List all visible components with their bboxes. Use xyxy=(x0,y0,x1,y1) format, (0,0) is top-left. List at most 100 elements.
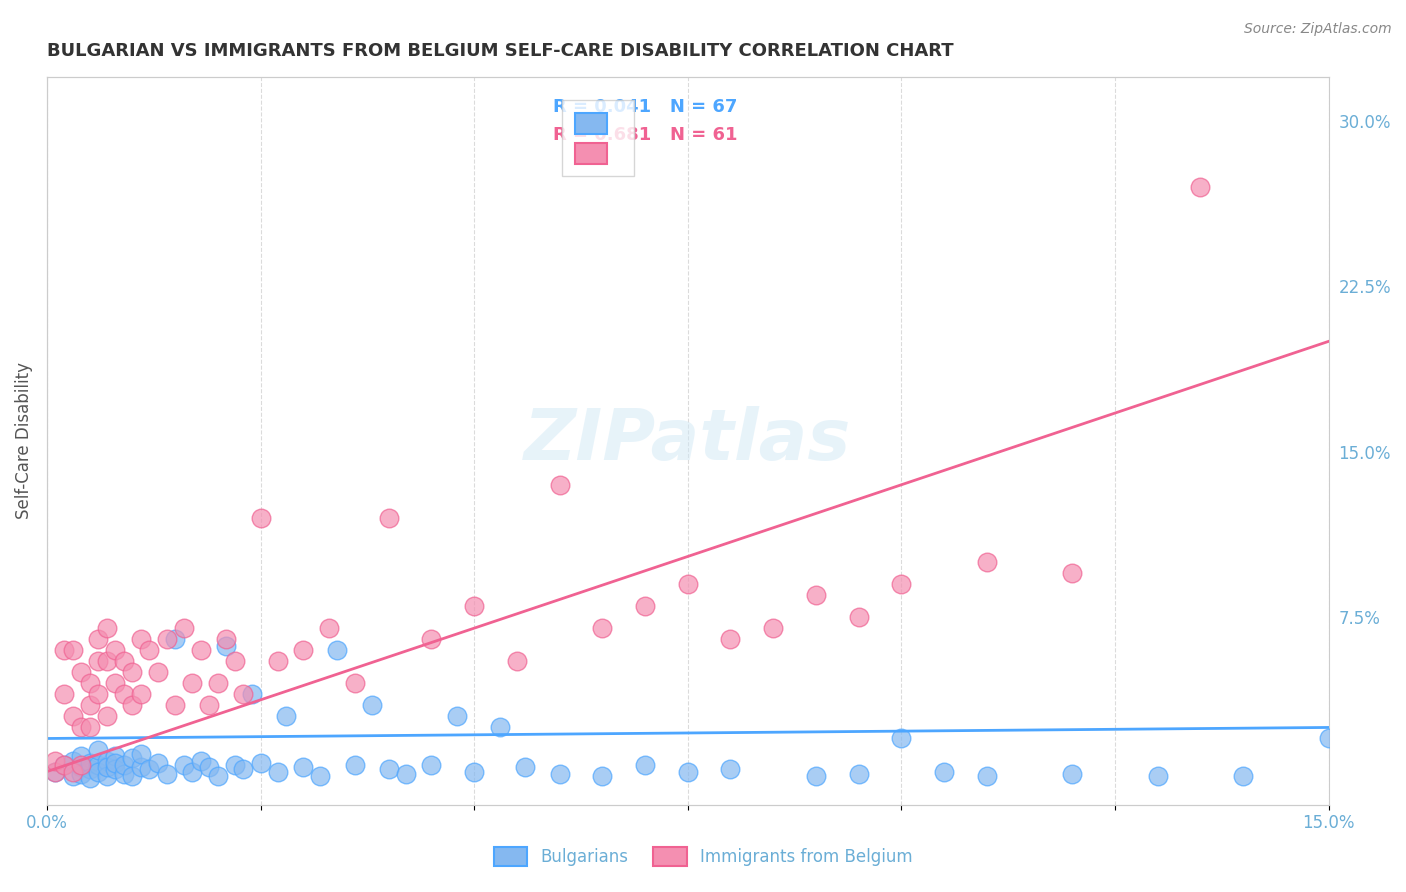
Point xyxy=(155,632,177,647)
Point xyxy=(309,769,332,783)
Point xyxy=(70,760,93,774)
Point xyxy=(266,654,288,668)
Point xyxy=(890,731,912,746)
Point xyxy=(292,643,315,657)
Text: R = 0.681   N = 61: R = 0.681 N = 61 xyxy=(553,126,738,144)
Point xyxy=(104,756,127,770)
Point xyxy=(62,764,84,779)
Point xyxy=(266,764,288,779)
Point xyxy=(70,721,93,735)
Point xyxy=(62,709,84,723)
Point xyxy=(224,758,246,772)
Point xyxy=(198,698,221,713)
Point xyxy=(232,687,254,701)
Point xyxy=(377,511,399,525)
Point xyxy=(506,654,529,668)
Point xyxy=(377,763,399,777)
Point xyxy=(138,763,160,777)
Point xyxy=(181,676,204,690)
Text: R = 0.041   N = 67: R = 0.041 N = 67 xyxy=(553,98,738,116)
Point xyxy=(762,621,785,635)
Point xyxy=(53,687,76,701)
Point xyxy=(87,764,110,779)
Point xyxy=(1232,769,1254,783)
Point xyxy=(173,621,195,635)
Text: Source: ZipAtlas.com: Source: ZipAtlas.com xyxy=(1244,22,1392,37)
Point xyxy=(146,665,169,680)
Point xyxy=(121,751,143,765)
Legend: , : , xyxy=(562,100,634,177)
Point xyxy=(932,764,955,779)
Point xyxy=(138,643,160,657)
Point xyxy=(173,758,195,772)
Point xyxy=(165,632,187,647)
Point xyxy=(165,698,187,713)
Point xyxy=(70,766,93,780)
Point xyxy=(112,758,135,772)
Point xyxy=(804,588,827,602)
Point xyxy=(104,643,127,657)
Point xyxy=(420,632,443,647)
Point xyxy=(96,760,118,774)
Point xyxy=(53,643,76,657)
Point xyxy=(548,477,571,491)
Point xyxy=(720,763,742,777)
Point xyxy=(232,763,254,777)
Point xyxy=(1146,769,1168,783)
Point xyxy=(79,721,101,735)
Point xyxy=(591,769,613,783)
Point xyxy=(249,511,271,525)
Point xyxy=(62,769,84,783)
Point xyxy=(87,742,110,756)
Point xyxy=(87,632,110,647)
Point xyxy=(87,687,110,701)
Point xyxy=(70,665,93,680)
Point xyxy=(215,639,238,653)
Point xyxy=(190,754,212,768)
Point xyxy=(79,763,101,777)
Point xyxy=(676,764,699,779)
Point xyxy=(343,758,366,772)
Point xyxy=(360,698,382,713)
Point xyxy=(848,610,870,624)
Point xyxy=(395,766,418,780)
Point xyxy=(634,758,657,772)
Point xyxy=(240,687,263,701)
Point xyxy=(1062,766,1084,780)
Point xyxy=(62,643,84,657)
Point xyxy=(96,654,118,668)
Point xyxy=(343,676,366,690)
Point xyxy=(890,577,912,591)
Point xyxy=(62,754,84,768)
Point xyxy=(96,709,118,723)
Text: ZIPatlas: ZIPatlas xyxy=(524,406,852,475)
Point xyxy=(488,721,510,735)
Point xyxy=(326,643,349,657)
Point xyxy=(207,676,229,690)
Point xyxy=(70,749,93,764)
Point xyxy=(224,654,246,668)
Point xyxy=(104,749,127,764)
Point xyxy=(96,769,118,783)
Point xyxy=(515,760,537,774)
Point xyxy=(44,764,66,779)
Point xyxy=(1062,566,1084,580)
Point xyxy=(129,632,152,647)
Point xyxy=(96,621,118,635)
Point xyxy=(112,766,135,780)
Legend: Bulgarians, Immigrants from Belgium: Bulgarians, Immigrants from Belgium xyxy=(485,838,921,875)
Point xyxy=(292,760,315,774)
Point xyxy=(276,709,298,723)
Point xyxy=(1189,180,1212,194)
Point xyxy=(463,599,485,613)
Point xyxy=(1317,731,1340,746)
Point xyxy=(463,764,485,779)
Point xyxy=(249,756,271,770)
Point xyxy=(591,621,613,635)
Point xyxy=(44,754,66,768)
Point xyxy=(87,758,110,772)
Point xyxy=(318,621,340,635)
Point xyxy=(70,758,93,772)
Point xyxy=(207,769,229,783)
Point xyxy=(104,676,127,690)
